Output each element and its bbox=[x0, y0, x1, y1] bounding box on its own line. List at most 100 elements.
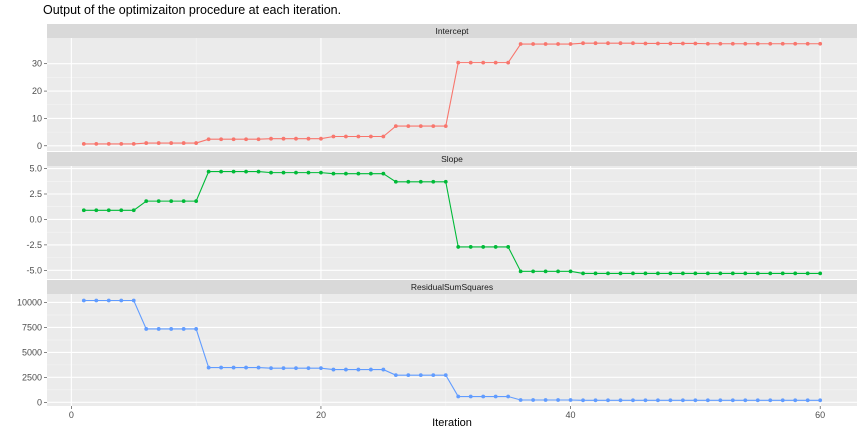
data-point-intercept bbox=[805, 41, 810, 46]
data-point-slope bbox=[319, 170, 323, 175]
data-point-intercept bbox=[431, 124, 436, 128]
data-point-intercept bbox=[331, 134, 336, 139]
data-point-intercept bbox=[256, 137, 261, 142]
data-point-residual-sum-squares bbox=[231, 365, 236, 370]
data-point-intercept bbox=[156, 141, 161, 145]
panel-background-slope bbox=[47, 166, 857, 279]
data-point-intercept bbox=[418, 124, 423, 128]
data-point-residual-sum-squares bbox=[331, 367, 336, 372]
data-point-slope bbox=[743, 271, 748, 276]
data-point-intercept bbox=[568, 42, 573, 46]
data-point-intercept bbox=[705, 41, 710, 46]
data-point-intercept bbox=[219, 137, 224, 142]
strip-intercept bbox=[47, 24, 857, 38]
data-point-slope bbox=[281, 170, 286, 175]
data-point-slope bbox=[94, 208, 99, 213]
data-point-intercept bbox=[368, 134, 373, 139]
data-point-intercept bbox=[356, 134, 361, 139]
y-tick-label-residual-sum-squares: 5000 bbox=[22, 347, 42, 357]
data-point-intercept bbox=[456, 60, 461, 65]
data-point-slope bbox=[643, 271, 648, 276]
data-point-intercept bbox=[643, 41, 648, 46]
data-point-residual-sum-squares bbox=[631, 398, 635, 403]
data-point-residual-sum-squares bbox=[518, 398, 523, 402]
data-point-slope bbox=[793, 271, 798, 276]
data-point-intercept bbox=[768, 41, 773, 46]
data-point-slope bbox=[194, 199, 199, 204]
data-point-residual-sum-squares bbox=[730, 398, 735, 403]
data-point-intercept bbox=[606, 41, 610, 46]
data-point-residual-sum-squares bbox=[705, 398, 710, 403]
data-point-intercept bbox=[406, 124, 411, 128]
data-point-residual-sum-squares bbox=[319, 366, 323, 371]
data-point-intercept bbox=[493, 60, 498, 65]
data-point-residual-sum-squares bbox=[793, 398, 798, 403]
y-tick-label-slope: 2.5 bbox=[29, 189, 42, 199]
data-point-residual-sum-squares bbox=[269, 366, 273, 371]
data-point-residual-sum-squares bbox=[206, 365, 211, 370]
data-point-intercept bbox=[518, 42, 523, 46]
y-tick-label-residual-sum-squares: 7500 bbox=[22, 322, 42, 332]
data-point-slope bbox=[531, 269, 536, 274]
data-point-intercept bbox=[468, 60, 473, 65]
data-point-intercept bbox=[730, 41, 735, 46]
data-point-slope bbox=[106, 208, 111, 213]
data-point-slope bbox=[656, 271, 660, 276]
data-point-intercept bbox=[381, 134, 386, 139]
data-point-intercept bbox=[618, 41, 623, 46]
data-point-slope bbox=[730, 271, 735, 276]
data-point-slope bbox=[506, 245, 511, 249]
data-point-residual-sum-squares bbox=[131, 298, 136, 303]
data-point-slope bbox=[481, 245, 486, 249]
data-point-slope bbox=[156, 199, 161, 204]
data-point-intercept bbox=[543, 42, 548, 46]
data-point-residual-sum-squares bbox=[493, 394, 498, 399]
data-point-slope bbox=[693, 271, 698, 276]
data-point-intercept bbox=[743, 41, 748, 46]
data-point-residual-sum-squares bbox=[431, 373, 436, 378]
data-point-slope bbox=[119, 208, 124, 213]
data-point-residual-sum-squares bbox=[94, 298, 99, 303]
data-point-intercept bbox=[556, 42, 560, 46]
data-point-intercept bbox=[306, 136, 311, 141]
data-point-intercept bbox=[94, 141, 99, 146]
y-tick-label-intercept: 20 bbox=[32, 86, 42, 96]
data-point-residual-sum-squares bbox=[106, 298, 111, 303]
data-point-residual-sum-squares bbox=[381, 367, 386, 372]
data-point-slope bbox=[543, 269, 548, 274]
data-point-intercept bbox=[793, 41, 798, 46]
data-point-intercept bbox=[780, 41, 785, 46]
data-point-residual-sum-squares bbox=[244, 365, 248, 370]
data-point-residual-sum-squares bbox=[593, 398, 598, 403]
data-point-slope bbox=[705, 271, 710, 276]
data-point-slope bbox=[244, 169, 248, 174]
data-point-intercept bbox=[531, 42, 536, 46]
data-point-residual-sum-squares bbox=[294, 366, 298, 371]
data-point-slope bbox=[606, 271, 610, 276]
panel-background-residual-sum-squares bbox=[47, 294, 857, 406]
data-point-residual-sum-squares bbox=[506, 394, 511, 399]
data-point-residual-sum-squares bbox=[393, 373, 398, 378]
data-point-slope bbox=[556, 269, 560, 274]
strip-label-intercept: Intercept bbox=[435, 26, 469, 36]
y-tick-label-intercept: 10 bbox=[32, 113, 42, 123]
data-point-slope bbox=[443, 179, 448, 184]
data-point-intercept bbox=[393, 124, 398, 128]
data-point-slope bbox=[680, 271, 685, 276]
data-point-residual-sum-squares bbox=[718, 398, 723, 403]
y-tick-label-intercept: 30 bbox=[32, 59, 42, 69]
data-point-residual-sum-squares bbox=[556, 398, 560, 402]
data-point-slope bbox=[805, 271, 810, 276]
data-point-intercept bbox=[656, 41, 660, 46]
data-point-slope bbox=[219, 169, 224, 174]
data-point-residual-sum-squares bbox=[81, 298, 86, 303]
y-tick-label-residual-sum-squares: 0 bbox=[37, 397, 42, 407]
data-point-intercept bbox=[693, 41, 698, 46]
data-point-slope bbox=[755, 271, 760, 276]
data-point-slope bbox=[456, 245, 461, 249]
data-point-intercept bbox=[344, 134, 348, 139]
data-point-residual-sum-squares bbox=[768, 398, 773, 403]
data-point-slope bbox=[581, 271, 585, 276]
chart-title: Output of the optimizaiton procedure at … bbox=[43, 3, 342, 17]
data-point-slope bbox=[181, 199, 186, 204]
